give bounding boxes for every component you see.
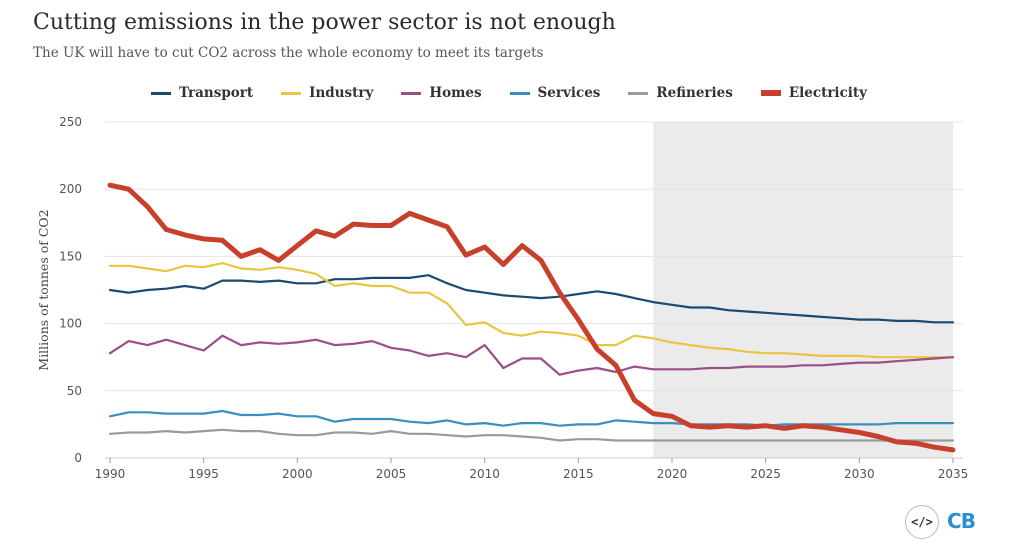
legend-label-electricity: Electricity xyxy=(788,85,867,101)
y-tick-label: 50 xyxy=(67,384,82,398)
embed-code-button[interactable]: </> xyxy=(905,505,939,539)
chart-legend: Transport Industry Homes Services Refine… xyxy=(0,85,1018,101)
x-tick-label: 2025 xyxy=(750,467,781,481)
x-tick-label: 2010 xyxy=(469,467,500,481)
legend-swatch-homes xyxy=(401,91,422,95)
chart-subtitle: The UK will have to cut CO2 across the w… xyxy=(33,45,544,61)
legend-item-industry[interactable]: Industry xyxy=(281,85,373,101)
x-tick-label: 2005 xyxy=(376,467,407,481)
legend-item-refineries[interactable]: Refineries xyxy=(628,85,733,101)
x-tick-label: 1995 xyxy=(188,467,219,481)
y-tick-label: 250 xyxy=(59,115,82,129)
series-line-transport xyxy=(108,274,955,324)
legend-label-transport: Transport xyxy=(178,85,254,101)
projection-shading xyxy=(653,122,953,458)
legend-item-homes[interactable]: Homes xyxy=(401,85,482,101)
legend-swatch-electricity xyxy=(760,90,781,96)
legend-swatch-refineries xyxy=(628,91,649,95)
legend-item-services[interactable]: Services xyxy=(509,85,601,101)
x-tick-label: 2000 xyxy=(282,467,313,481)
series-line-refineries xyxy=(108,428,955,442)
legend-label-industry: Industry xyxy=(309,85,374,101)
series-line-electricity xyxy=(107,182,956,453)
legend-item-electricity[interactable]: Electricity xyxy=(760,85,867,101)
legend-item-transport[interactable]: Transport xyxy=(150,85,254,101)
y-tick-label: 0 xyxy=(74,451,82,465)
y-tick-label: 150 xyxy=(59,249,82,263)
legend-swatch-services xyxy=(509,91,530,95)
legend-label-refineries: Refineries xyxy=(656,85,733,101)
y-axis-title: Millions of tonnes of CO2 xyxy=(36,209,51,370)
y-tick-label: 100 xyxy=(59,317,82,331)
series-line-industry xyxy=(108,262,955,359)
legend-label-homes: Homes xyxy=(429,85,482,101)
y-tick-label: 200 xyxy=(59,182,82,196)
legend-label-services: Services xyxy=(537,85,601,101)
x-tick-label: 2020 xyxy=(657,467,688,481)
legend-swatch-industry xyxy=(281,91,302,95)
legend-swatch-transport xyxy=(150,91,171,95)
x-tick-label: 2030 xyxy=(844,467,875,481)
x-tick-label: 2035 xyxy=(938,467,969,481)
x-tick-label: 2015 xyxy=(563,467,594,481)
series-line-homes xyxy=(108,334,955,376)
carbon-brief-logo: CB xyxy=(947,509,976,533)
chart-title: Cutting emissions in the power sector is… xyxy=(33,10,616,35)
x-tick-label: 1990 xyxy=(95,467,126,481)
